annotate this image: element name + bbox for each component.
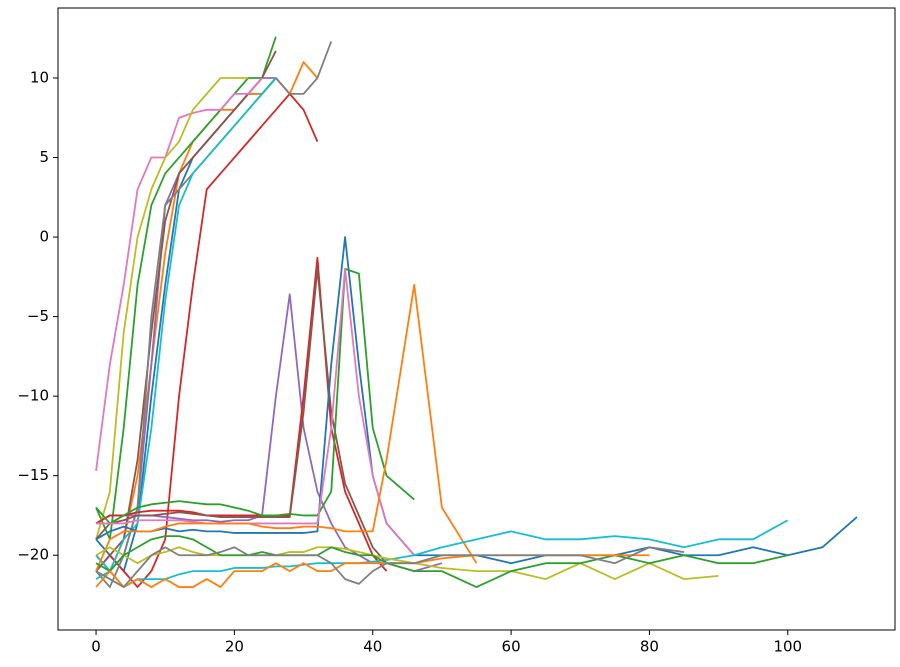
series-line (95, 546, 719, 580)
series-line (95, 519, 789, 588)
series-line (95, 77, 277, 573)
series-line (95, 77, 249, 540)
x-tick-label: 60 (502, 638, 521, 656)
plot-frame (57, 7, 896, 631)
x-tick-label: 20 (225, 638, 244, 656)
y-tick-label: −5 (27, 307, 49, 325)
series-line (95, 50, 277, 572)
x-tick-label: 100 (773, 638, 802, 656)
series-line (95, 267, 415, 525)
series-line (95, 36, 277, 541)
series-line (95, 236, 858, 565)
x-tick-label: 80 (640, 638, 659, 656)
x-tick-label: 0 (91, 638, 101, 656)
series-line (95, 283, 478, 572)
x-tick-label: 40 (363, 638, 382, 656)
series-line (95, 77, 277, 573)
y-tick-label: −15 (17, 466, 49, 484)
series-line (95, 77, 276, 573)
y-tick-label: 10 (30, 68, 49, 86)
series-line (95, 256, 388, 572)
y-tick-label: −10 (17, 387, 49, 405)
series-line (95, 77, 263, 472)
series-line (95, 546, 685, 588)
y-tick-label: 5 (39, 148, 49, 166)
y-tick-label: −20 (17, 546, 49, 564)
series-line (95, 267, 388, 564)
series-line (95, 61, 319, 573)
y-tick-label: 0 (39, 228, 49, 246)
